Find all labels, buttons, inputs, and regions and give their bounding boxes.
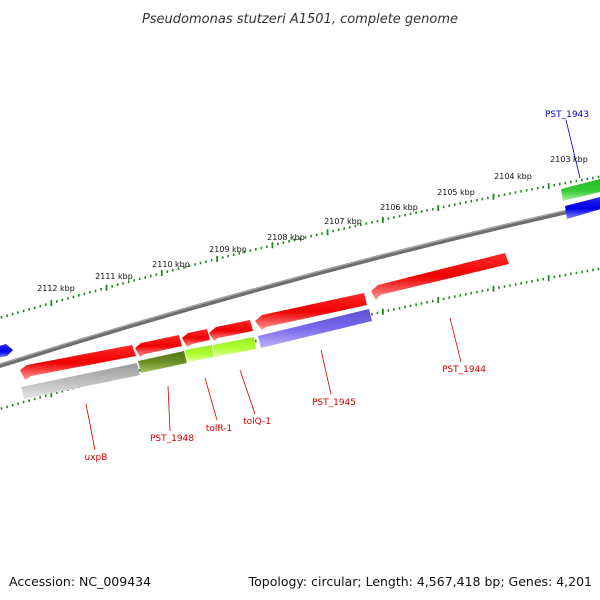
cds-bar-tolq[interactable] [213,337,256,357]
leader-pst1945 [320,349,332,395]
feature-pst1943-blue[interactable] [565,196,600,219]
gene-arrow-pst1945[interactable] [255,293,367,330]
scale-tick-labels: 2103 kbp 2104 kbp 2105 kbp 2106 kbp 2107… [37,155,588,293]
gene-arrow-pst1944[interactable] [371,253,509,300]
gene-arrow-tolr[interactable] [182,329,210,347]
tick-label-2103: 2103 kbp [550,155,588,164]
tick-label-2107: 2107 kbp [324,217,362,226]
tick-label-2109: 2109 kbp [209,245,247,254]
leader-tolq [239,369,256,415]
leader-pst1943 [565,119,581,179]
accession-text: Accession: NC_009434 [9,574,151,589]
gene-label-pst1944[interactable]: PST_1944 [442,365,486,375]
leader-pst1944 [449,317,462,363]
gene-label-tolr[interactable]: tolR-1 [206,424,232,434]
gene-label-pst1943[interactable]: PST_1943 [545,110,589,120]
tick-label-2112: 2112 kbp [37,284,75,293]
cds-bar-tolr[interactable] [185,345,214,362]
leader-pst1948 [167,385,171,432]
gene-label-pst1945[interactable]: PST_1945 [312,398,356,408]
gene-labels: PST_1943 PST_1944 PST_1945 tolQ-1 tolR-1… [85,110,589,463]
tick-label-2106: 2106 kbp [380,203,418,212]
label-leaders [85,119,581,451]
gene-label-uxpb[interactable]: uxpB [85,453,108,463]
tick-label-2108: 2108 kbp [267,233,305,242]
cds-bar-pst1948[interactable] [138,351,187,373]
tick-label-2111: 2111 kbp [95,272,133,281]
tick-label-2104: 2104 kbp [494,172,532,181]
leader-uxpb [85,403,96,451]
cds-bar-uxpb[interactable] [21,363,140,399]
gene-arrow-tolq[interactable] [209,320,253,341]
gene-label-pst1948[interactable]: PST_1948 [150,434,194,444]
gene-label-tolq[interactable]: tolQ-1 [243,417,271,427]
tick-label-2105: 2105 kbp [437,188,475,197]
feature-pst1943-green[interactable] [561,178,600,201]
outer-tick-track [0,175,600,319]
map-title: Pseudomonas stutzeri A1501, complete gen… [142,12,458,27]
genome-summary-text: Topology: circular; Length: 4,567,418 bp… [248,574,592,589]
feature-left-blue-arrow[interactable] [0,344,13,358]
gene-arrow-pst1948[interactable] [135,335,182,357]
tick-label-2110: 2110 kbp [152,260,190,269]
genome-backbone [0,202,600,369]
gene-arrow-uxpb[interactable] [20,345,136,380]
leader-tolr [204,377,218,421]
cds-bar-pst1945[interactable] [258,309,372,348]
